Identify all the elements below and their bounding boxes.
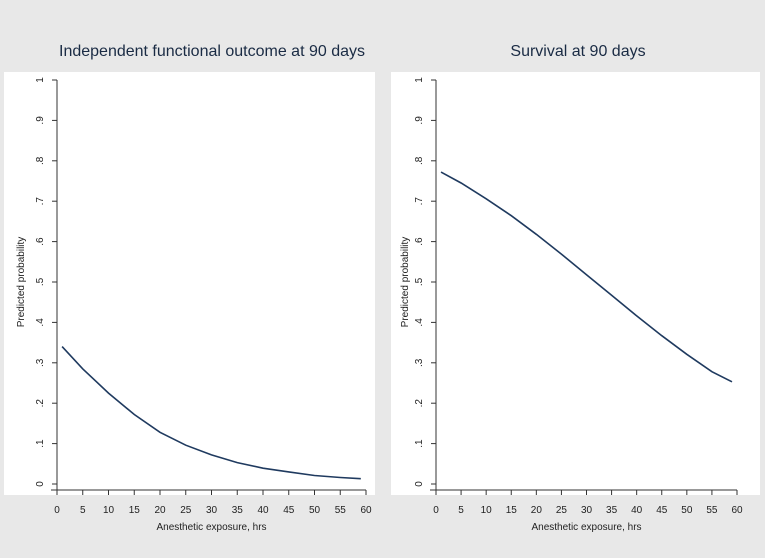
x-tick-label: 20 xyxy=(531,505,543,516)
x-tick-label: 10 xyxy=(481,505,493,516)
x-tick-label: 30 xyxy=(206,505,218,516)
y-tick-label: 1 xyxy=(414,77,425,83)
y-tick-label: .2 xyxy=(35,399,46,408)
x-tick-label: 45 xyxy=(283,505,295,516)
x-tick-label: 15 xyxy=(129,505,141,516)
x-tick-label: 40 xyxy=(257,505,269,516)
x-tick-label: 45 xyxy=(656,505,668,516)
y-tick-label: .6 xyxy=(35,237,46,246)
x-tick-label: 20 xyxy=(154,505,166,516)
y-tick-label: .3 xyxy=(414,358,425,367)
y-tick-label: .6 xyxy=(414,237,425,246)
x-tick-label: 35 xyxy=(606,505,618,516)
y-tick-label: .8 xyxy=(414,156,425,165)
x-tick-label: 25 xyxy=(180,505,192,516)
y-tick-label: .9 xyxy=(414,116,425,125)
y-tick-label: .9 xyxy=(35,116,46,125)
y-tick-label: .7 xyxy=(414,197,425,206)
x-tick-label: 15 xyxy=(506,505,518,516)
x-tick-label: 0 xyxy=(54,505,60,516)
y-tick-label: .5 xyxy=(414,277,425,286)
x-tick-label: 40 xyxy=(631,505,643,516)
chart-title: Survival at 90 days xyxy=(510,43,645,60)
y-tick-label: .2 xyxy=(414,399,425,408)
x-tick-label: 30 xyxy=(581,505,593,516)
y-tick-label: .4 xyxy=(35,318,46,327)
y-axis-label: Predicted probability xyxy=(16,237,27,328)
y-tick-label: .7 xyxy=(35,197,46,206)
y-tick-label: .5 xyxy=(35,277,46,286)
chart-panel-functional-outcome: Independent functional outcome at 90 day… xyxy=(4,43,375,533)
x-tick-label: 35 xyxy=(232,505,244,516)
x-tick-label: 55 xyxy=(335,505,347,516)
chart-title: Independent functional outcome at 90 day… xyxy=(59,43,365,60)
x-tick-label: 55 xyxy=(706,505,718,516)
chart-panel-survival: Survival at 90 days0.1.2.3.4.5.6.7.8.910… xyxy=(391,43,760,533)
x-tick-label: 5 xyxy=(458,505,464,516)
x-tick-label: 60 xyxy=(360,505,372,516)
series-line xyxy=(61,346,361,480)
y-tick-label: .8 xyxy=(35,156,46,165)
x-tick-label: 25 xyxy=(556,505,568,516)
y-tick-label: 0 xyxy=(35,481,46,487)
x-tick-label: 50 xyxy=(309,505,321,516)
y-tick-label: .1 xyxy=(35,439,46,448)
x-tick-label: 5 xyxy=(80,505,86,516)
x-axis-label: Anesthetic exposure, hrs xyxy=(531,522,641,533)
x-axis-label: Anesthetic exposure, hrs xyxy=(156,522,266,533)
y-tick-label: .3 xyxy=(35,358,46,367)
y-axis-label: Predicted probability xyxy=(400,237,411,328)
plot-background xyxy=(4,72,375,495)
x-tick-label: 0 xyxy=(433,505,439,516)
series-line xyxy=(440,171,733,383)
x-tick-label: 50 xyxy=(681,505,693,516)
x-tick-label: 10 xyxy=(103,505,115,516)
y-tick-label: .4 xyxy=(414,318,425,327)
y-tick-label: 1 xyxy=(35,77,46,83)
plot-background xyxy=(391,72,760,495)
y-tick-label: .1 xyxy=(414,439,425,448)
y-tick-label: 0 xyxy=(414,481,425,487)
x-tick-label: 60 xyxy=(731,505,743,516)
